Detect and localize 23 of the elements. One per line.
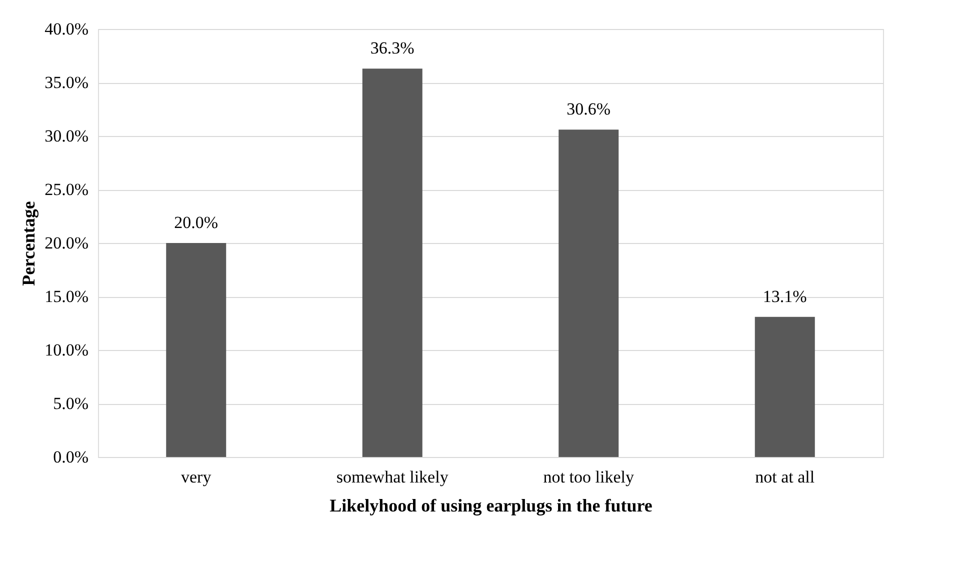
bar	[754, 316, 815, 457]
y-tick-label: 25.0%	[44, 180, 88, 199]
x-tick-label: very	[181, 468, 212, 486]
y-tick-label: 0.0%	[53, 448, 88, 466]
y-tick-label: 5.0%	[53, 394, 88, 413]
x-tick-label: somewhat likely	[336, 468, 449, 486]
data-label: 30.6%	[566, 100, 611, 119]
data-label: 13.1%	[762, 286, 807, 306]
y-tick-label: 15.0%	[44, 287, 88, 306]
y-tick-label: 40.0%	[44, 20, 88, 38]
y-axis-title: Percentage	[18, 201, 39, 286]
bar	[362, 68, 422, 457]
y-tick-label: 10.0%	[44, 340, 88, 360]
bar	[166, 243, 226, 457]
x-axis-title: Likelyhood of using earplugs in the future	[330, 496, 652, 516]
data-label: 20.0%	[174, 213, 218, 232]
data-label: 36.3%	[370, 38, 414, 58]
y-tick-label: 20.0%	[44, 234, 88, 252]
x-tick-label: not at all	[755, 468, 815, 486]
x-tick-label: not too likely	[543, 468, 634, 486]
bar	[558, 130, 619, 457]
y-tick-label: 35.0%	[44, 73, 88, 92]
y-tick-label: 30.0%	[44, 126, 88, 146]
